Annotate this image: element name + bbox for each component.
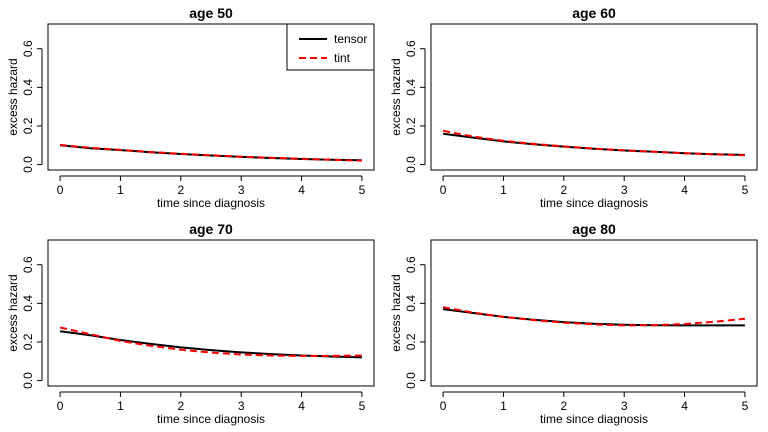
y-tick-label: 0.2 (21, 117, 35, 134)
x-tick-label: 5 (742, 399, 749, 413)
x-axis-label: time since diagnosis (157, 412, 265, 426)
x-tick-label: 4 (298, 399, 305, 413)
legend: tensor tint (286, 23, 375, 71)
panel-title: age 50 (189, 5, 233, 21)
panel-title: age 60 (572, 5, 616, 21)
legend-box (286, 23, 375, 71)
y-tick-label: 0.6 (21, 40, 35, 57)
x-tick-label: 2 (177, 183, 184, 197)
x-tick-label: 2 (560, 399, 567, 413)
y-tick-label: 0.6 (404, 40, 418, 57)
x-tick-label: 3 (238, 399, 245, 413)
y-tick-label: 0.4 (21, 79, 35, 96)
panel-age-80: age 80 time since diagnosis excess hazar… (389, 221, 758, 426)
panel-age-50: age 50 time since diagnosis excess hazar… (6, 5, 375, 210)
x-tick-label: 2 (177, 399, 184, 413)
x-tick-label: 5 (359, 399, 366, 413)
y-tick-label: 0.4 (404, 79, 418, 96)
y-tick-label: 0.0 (21, 372, 35, 389)
x-tick-label: 2 (560, 183, 567, 197)
series-line-tint (442, 306, 745, 327)
x-tick-label: 1 (117, 399, 124, 413)
panel-age-70: age 70 time since diagnosis excess hazar… (6, 221, 375, 426)
series-line-tint (60, 143, 362, 162)
x-tick-label: 3 (621, 183, 628, 197)
x-axis-label: time since diagnosis (540, 196, 648, 210)
series-line-tensor (59, 330, 362, 359)
x-tick-label: 4 (681, 183, 688, 197)
x-tick-label: 1 (117, 183, 124, 197)
x-tick-label: 5 (742, 183, 749, 197)
y-tick-label: 0.2 (404, 333, 418, 350)
x-tick-label: 5 (359, 183, 366, 197)
x-tick-label: 1 (500, 183, 507, 197)
x-tick-label: 3 (238, 183, 245, 197)
plot-frame (47, 239, 375, 387)
x-tick-label: 0 (57, 399, 64, 413)
plot-frame (430, 239, 758, 387)
legend-label-tensor: tensor (334, 32, 367, 46)
y-tick-label: 0.2 (404, 117, 418, 134)
x-tick-label: 4 (298, 183, 305, 197)
y-axis-label: excess hazard (389, 274, 403, 351)
y-axis-label: excess hazard (389, 58, 403, 135)
y-tick-label: 0.4 (21, 295, 35, 312)
plot-marks: 0 1 2 3 4 5 0.0 0.2 0.4 0.6 (21, 239, 375, 413)
y-tick-label: 0.0 (21, 156, 35, 173)
y-axis-label: excess hazard (6, 58, 20, 135)
x-axis-label: time since diagnosis (157, 196, 265, 210)
panel-title: age 70 (189, 221, 233, 237)
panel-age-60: age 60 time since diagnosis excess hazar… (389, 5, 758, 210)
x-tick-label: 1 (500, 399, 507, 413)
x-axis-label: time since diagnosis (540, 412, 648, 426)
x-tick-label: 0 (440, 399, 447, 413)
y-tick-label: 0.4 (404, 295, 418, 312)
plot-frame (430, 23, 758, 171)
y-axis-label: excess hazard (6, 274, 20, 351)
series-line-tensor (442, 132, 745, 156)
y-tick-label: 0.6 (21, 256, 35, 273)
y-tick-label: 0.6 (404, 256, 418, 273)
y-tick-label: 0.2 (21, 333, 35, 350)
legend-label-tint: tint (334, 51, 351, 65)
plot-marks: 0 1 2 3 4 5 0.0 0.2 0.4 0.6 (21, 23, 375, 197)
y-tick-label: 0.0 (404, 156, 418, 173)
x-tick-label: 0 (57, 183, 64, 197)
series-line-tint (442, 129, 745, 157)
x-tick-label: 3 (621, 399, 628, 413)
plot-frame (47, 23, 375, 171)
series-line-tint (59, 326, 362, 357)
plot-marks: 0 1 2 3 4 5 0.0 0.2 0.4 0.6 (404, 239, 758, 413)
series-line-tensor (60, 144, 362, 162)
y-tick-label: 0.0 (404, 372, 418, 389)
panel-title: age 80 (572, 221, 616, 237)
x-tick-label: 4 (681, 399, 688, 413)
x-tick-label: 0 (440, 183, 447, 197)
plot-marks: 0 1 2 3 4 5 0.0 0.2 0.4 0.6 (404, 23, 758, 197)
